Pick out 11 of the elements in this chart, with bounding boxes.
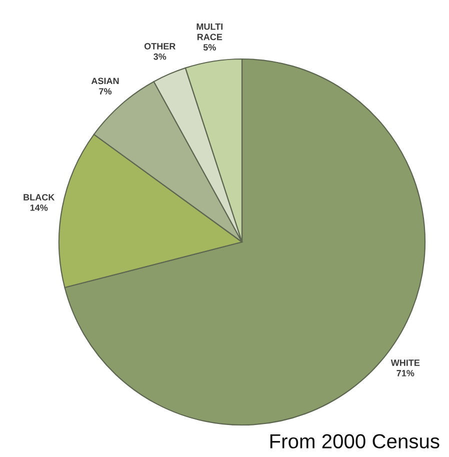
data-label: 7% [99, 88, 112, 94]
slice-label: WHITE [390, 360, 420, 366]
text: From 2000 Census [270, 434, 440, 448]
data-label: 14% [30, 204, 48, 211]
data-label: 3% [154, 53, 166, 60]
slice-label: ASIAN [91, 78, 119, 84]
slice-label: MULTI RACE [196, 24, 223, 40]
data-label: 5% [203, 44, 216, 51]
slice-label: BLACK [24, 194, 55, 200]
slice-label: OTHER [144, 43, 176, 50]
data-label: 71% [396, 370, 414, 376]
